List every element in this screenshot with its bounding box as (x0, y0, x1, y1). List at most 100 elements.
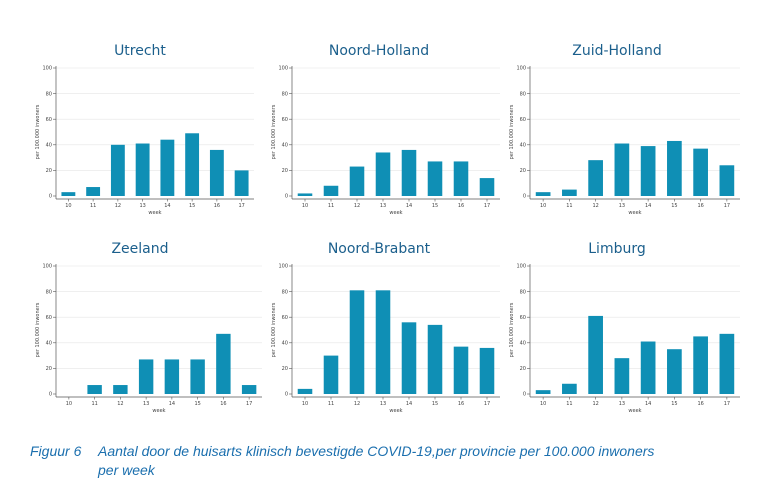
x-tick-label: 11 (91, 401, 97, 407)
x-axis-label: week (152, 408, 165, 414)
y-tick-label: 0 (523, 392, 526, 398)
x-tick-label: 13 (619, 203, 625, 209)
y-tick-label: 0 (285, 392, 288, 398)
caption-line-1: Aantal door de huisarts klinisch bevesti… (98, 443, 655, 459)
x-tick-label: 14 (406, 203, 412, 209)
x-tick-label: 17 (246, 401, 252, 407)
x-tick-label: 11 (566, 203, 572, 209)
chart-zuid-holland: Zuid-Holland 0 20 40 60 80 100 per 100.000 inwo… (509, 43, 740, 216)
bar-week-10 (535, 192, 551, 196)
x-tick-label: 17 (484, 401, 490, 407)
y-tick-label: 100 (516, 264, 526, 270)
chart-title: Utrecht (114, 43, 166, 59)
x-tick-label: 16 (458, 203, 464, 209)
bar-week-15 (427, 161, 443, 196)
bar-week-15 (667, 349, 682, 394)
y-tick-label: 100 (278, 264, 288, 270)
x-tick-label: 12 (115, 203, 121, 209)
y-tick-label: 40 (282, 341, 288, 347)
x-tick-label: 14 (645, 203, 651, 209)
y-tick-label: 80 (46, 91, 52, 97)
y-axis-label: per 100.000 inwoners (509, 302, 515, 357)
x-tick-label: 14 (169, 401, 175, 407)
y-axis-label: per 100.000 inwoners (271, 302, 277, 357)
y-axis-label: per 100.000 inwoners (509, 104, 515, 159)
bar-week-17 (241, 385, 257, 394)
bar-week-11 (323, 185, 339, 196)
x-tick-label: 15 (194, 401, 200, 407)
x-tick-label: 12 (354, 203, 360, 209)
x-tick-label: 10 (66, 401, 72, 407)
bar-week-11 (562, 189, 577, 196)
bar-week-13 (375, 152, 391, 196)
y-tick-label: 40 (282, 143, 288, 149)
bar-week-11 (323, 355, 339, 394)
x-tick-label: 12 (592, 203, 598, 209)
bar-week-11 (86, 187, 101, 196)
y-tick-label: 0 (523, 194, 526, 200)
x-tick-label: 10 (540, 401, 546, 407)
y-tick-label: 80 (282, 289, 288, 295)
x-tick-label: 12 (117, 401, 123, 407)
y-tick-label: 20 (46, 366, 52, 372)
bar-week-10 (535, 390, 551, 394)
x-axis-label: week (389, 408, 402, 414)
chart-title: Zuid-Holland (572, 43, 662, 59)
x-tick-label: 10 (540, 203, 546, 209)
x-tick-label: 14 (406, 401, 412, 407)
y-tick-label: 0 (49, 392, 52, 398)
bar-week-12 (349, 166, 365, 196)
bar-week-10 (297, 388, 313, 394)
x-tick-label: 10 (302, 401, 308, 407)
bar-week-13 (375, 290, 391, 394)
y-tick-label: 20 (520, 366, 526, 372)
x-axis-label: week (148, 210, 161, 216)
y-tick-label: 40 (46, 143, 52, 149)
x-tick-label: 14 (645, 401, 651, 407)
y-tick-label: 80 (46, 289, 52, 295)
bar-week-17 (479, 178, 495, 196)
y-tick-label: 100 (516, 66, 526, 72)
y-tick-label: 40 (520, 341, 526, 347)
bar-week-16 (453, 346, 469, 394)
bar-week-12 (588, 315, 603, 394)
bar-week-13 (138, 359, 154, 394)
x-tick-label: 17 (724, 203, 730, 209)
x-tick-label: 11 (328, 401, 334, 407)
bar-week-14 (164, 359, 180, 394)
chart-utrecht: Utrecht 0 20 40 60 80 100 per 100.000 inwoners 1… (35, 43, 254, 216)
bar-week-15 (667, 140, 682, 196)
y-tick-label: 20 (282, 366, 288, 372)
x-tick-label: 15 (432, 401, 438, 407)
y-tick-label: 20 (520, 168, 526, 174)
x-tick-label: 17 (484, 203, 490, 209)
x-tick-label: 16 (697, 203, 703, 209)
y-tick-label: 100 (42, 264, 52, 270)
y-tick-label: 60 (520, 315, 526, 321)
x-tick-label: 17 (238, 203, 244, 209)
bar-week-10 (297, 193, 313, 196)
x-tick-label: 11 (90, 203, 96, 209)
bar-week-12 (349, 290, 365, 394)
chart-title: Noord-Brabant (328, 241, 431, 257)
x-tick-label: 15 (671, 401, 677, 407)
x-tick-label: 15 (671, 203, 677, 209)
caption-line-2: per week (98, 462, 155, 478)
x-axis-label: week (389, 210, 402, 216)
bar-week-14 (401, 149, 417, 196)
x-tick-label: 10 (302, 203, 308, 209)
bar-week-14 (401, 322, 417, 394)
x-tick-label: 16 (697, 401, 703, 407)
x-tick-label: 11 (328, 203, 334, 209)
bar-week-14 (640, 146, 656, 196)
x-tick-label: 15 (432, 203, 438, 209)
bar-week-16 (693, 148, 708, 196)
chart-limburg: Limburg 0 20 40 60 80 100 per 100.000 inwoners 1… (509, 241, 740, 414)
bar-week-10 (61, 192, 76, 196)
figure-caption: Figuur 6 Aantal door de huisarts klinisch… (30, 442, 750, 480)
chart-title: Noord-Holland (329, 43, 429, 59)
y-tick-label: 60 (282, 117, 288, 123)
x-tick-label: 16 (220, 401, 226, 407)
x-tick-label: 12 (354, 401, 360, 407)
